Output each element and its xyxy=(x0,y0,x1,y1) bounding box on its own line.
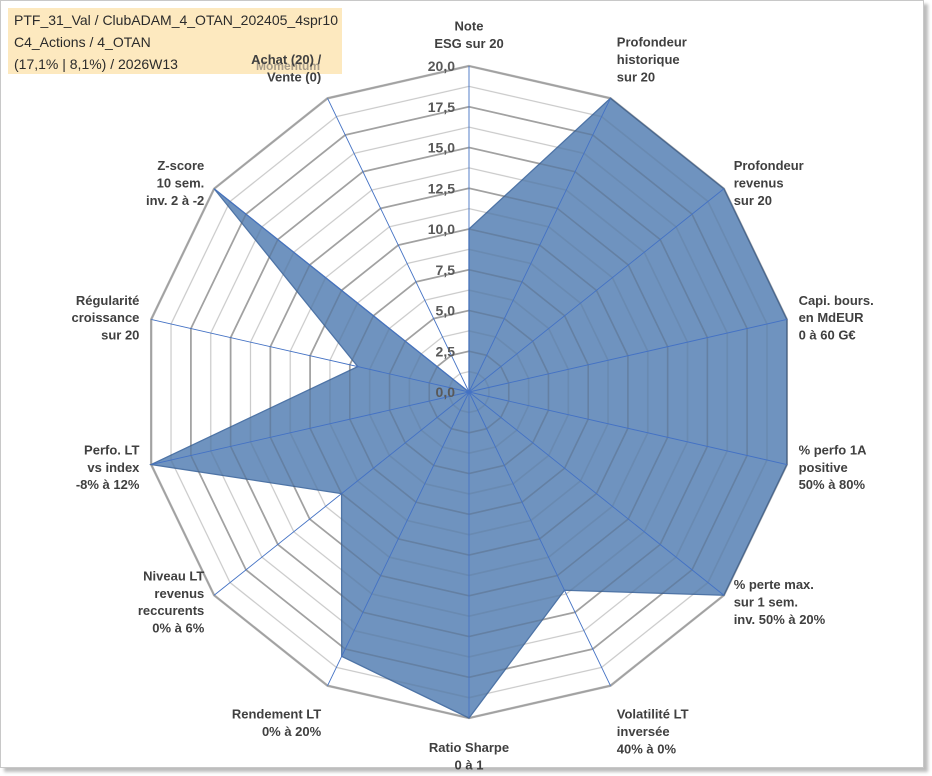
tick-label: 17,5 xyxy=(428,99,455,115)
axis-label: Ratio Sharpe 0 à 1 xyxy=(429,740,509,772)
axis-label: % perfo 1A positive 50% à 80% xyxy=(799,442,868,492)
tick-label: 7,5 xyxy=(436,262,456,278)
axis-spoke xyxy=(468,391,725,596)
portfolio-title: PTF_31_Val / ClubADAM_4_OTAN_202405_4spr… xyxy=(14,12,338,28)
axis-label: Perfo. LT vs index -8% à 12% xyxy=(76,442,140,492)
axis-label: Niveau LT revenus reccurents 0% à 6% xyxy=(138,568,205,635)
axis-spoke xyxy=(151,391,470,465)
tick-label: 10,0 xyxy=(428,221,455,237)
axis-label: Profondeur revenus sur 20 xyxy=(734,158,804,208)
axis-spoke xyxy=(327,98,470,393)
axis-spoke xyxy=(468,319,787,393)
axis-spoke xyxy=(468,391,611,686)
axis-label: Régularité croissance sur 20 xyxy=(71,293,139,343)
axis-label: % perte max. sur 1 sem. inv. 50% à 20% xyxy=(734,577,826,627)
axis-spoke xyxy=(327,391,470,686)
tick-label: 15,0 xyxy=(428,140,455,156)
axis-label: Achat (20) / Vente (0) xyxy=(251,52,321,84)
momentum-label: Momentum xyxy=(256,59,320,73)
axis-spoke xyxy=(468,188,725,393)
axis-label: Note ESG sur 20 xyxy=(434,19,503,51)
axis-label: Profondeur historique sur 20 xyxy=(617,34,687,84)
tick-label: 2,5 xyxy=(436,343,456,359)
header-box xyxy=(8,8,342,74)
axis-label: Z-score 10 sem. inv. 2 à -2 xyxy=(146,158,204,208)
tick-label: 0,0 xyxy=(436,384,456,400)
axis-spoke xyxy=(468,391,787,465)
axis-spoke xyxy=(151,319,470,393)
axis-label: Capi. bours. en MdEUR 0 à 60 G€ xyxy=(799,293,874,343)
tick-label: 20,0 xyxy=(428,58,455,74)
tick-label: 5,0 xyxy=(436,303,456,319)
portfolio-performance: (17,1% | 8,1%) / 2026W13 xyxy=(14,56,178,72)
axis-spoke xyxy=(213,188,470,393)
axis-label: Volatilité LT inversée 40% à 0% xyxy=(617,707,689,757)
tick-label: 12,5 xyxy=(428,180,455,196)
axis-spoke xyxy=(213,391,470,596)
axis-spoke xyxy=(468,98,611,393)
portfolio-category: C4_Actions / 4_OTAN xyxy=(14,34,151,50)
axis-label: Rendement LT 0% à 20% xyxy=(232,707,322,739)
